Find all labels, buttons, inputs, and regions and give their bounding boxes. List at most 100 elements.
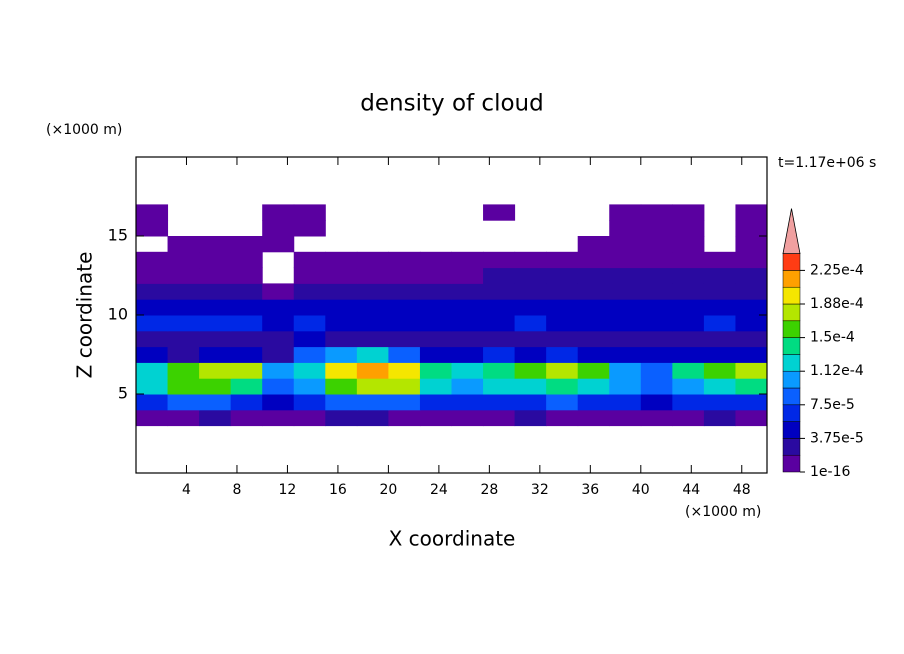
x-unit: (×1000 m) [685, 504, 761, 520]
contour-cell [293, 346, 326, 363]
contour-cell [136, 409, 169, 427]
contour-cell [136, 315, 169, 332]
contour-cell [293, 299, 326, 316]
contour-cell [514, 409, 547, 427]
contour-cell [672, 283, 705, 300]
contour-cell [167, 378, 200, 395]
colorbar-tick-label: 2.25e-4 [810, 262, 864, 278]
colorbar-band [782, 320, 801, 338]
contour-cell [735, 362, 768, 379]
contour-cell [483, 204, 516, 221]
contour-cell [167, 362, 200, 379]
contour-cell [577, 409, 610, 427]
contour-cell [199, 346, 232, 363]
contour-cell [640, 283, 673, 300]
colorbar-band [782, 387, 801, 406]
contour-cell [514, 299, 547, 316]
contour-cell [609, 330, 642, 348]
colorbar-tick-label: 1.88e-4 [810, 296, 864, 312]
contour-cell [514, 378, 547, 395]
contour-cell [451, 394, 484, 411]
contour-cell [356, 346, 389, 363]
contour-cell [514, 362, 547, 379]
contour-cell [293, 267, 326, 284]
contour-cell [136, 204, 169, 221]
contour-field [136, 204, 768, 427]
contour-cell [262, 346, 295, 363]
contour-cell [230, 299, 263, 316]
contour-cell [325, 315, 358, 332]
contour-cell [293, 330, 326, 348]
contour-cell [577, 346, 610, 363]
contour-cell [609, 283, 642, 300]
contour-cell [546, 299, 579, 316]
contour-cell [262, 315, 295, 332]
x-axis-title: X coordinate [389, 527, 516, 551]
colorbar-tick-label: 1.5e-4 [810, 330, 855, 346]
contour-cell [230, 394, 263, 411]
contour-cell [672, 330, 705, 348]
contour-cell [735, 409, 768, 427]
contour-cell [703, 362, 736, 379]
contour-cell [640, 394, 673, 411]
contour-cell [293, 378, 326, 395]
contour-cell [735, 204, 768, 221]
contour-cell [293, 409, 326, 427]
contour-cell [577, 251, 610, 269]
contour-cell [514, 394, 547, 411]
contour-cell [419, 409, 452, 427]
contour-cell [388, 409, 421, 427]
contour-cell [703, 315, 736, 332]
contour-cell [735, 378, 768, 395]
contour-cell [735, 330, 768, 348]
contour-cell [230, 267, 263, 284]
contour-cell [483, 299, 516, 316]
contour-cell [325, 378, 358, 395]
contour-cell [451, 330, 484, 348]
contour-cell [230, 251, 263, 269]
contour-cell [735, 251, 768, 269]
contour-cell [735, 315, 768, 332]
contour-cell [419, 394, 452, 411]
contour-cell [230, 346, 263, 363]
contour-cell [199, 378, 232, 395]
x-tick-label: 40 [632, 482, 650, 498]
contour-cell [546, 330, 579, 348]
contour-cell [167, 394, 200, 411]
contour-cell [609, 378, 642, 395]
contour-cell [609, 362, 642, 379]
contour-cell [703, 346, 736, 363]
contour-cell [451, 283, 484, 300]
contour-cell [609, 315, 642, 332]
contour-cell [419, 378, 452, 395]
colorbar-band [782, 286, 801, 305]
contour-cell [672, 236, 705, 253]
contour-cell [356, 362, 389, 379]
contour-cell [703, 409, 736, 427]
contour-cell [356, 394, 389, 411]
contour-cell [136, 283, 169, 300]
contour-cell [640, 330, 673, 348]
contour-cell [262, 283, 295, 300]
contour-cell [672, 267, 705, 284]
colorbar-band [782, 354, 801, 372]
contour-cell [483, 251, 516, 269]
contour-cell [388, 330, 421, 348]
contour-cell [483, 315, 516, 332]
colorbar-band [782, 337, 801, 355]
contour-cell [262, 330, 295, 348]
contour-cell [136, 251, 169, 269]
contour-cell [735, 346, 768, 363]
contour-cell [546, 409, 579, 427]
contour-cell [640, 236, 673, 253]
contour-cell [419, 251, 452, 269]
contour-cell [546, 394, 579, 411]
contour-cell [136, 220, 169, 237]
contour-cell [167, 236, 200, 253]
contour-cell [483, 330, 516, 348]
x-tick-label: 32 [531, 482, 549, 498]
contour-cell [167, 251, 200, 269]
contour-cell [640, 204, 673, 221]
contour-cell [609, 394, 642, 411]
